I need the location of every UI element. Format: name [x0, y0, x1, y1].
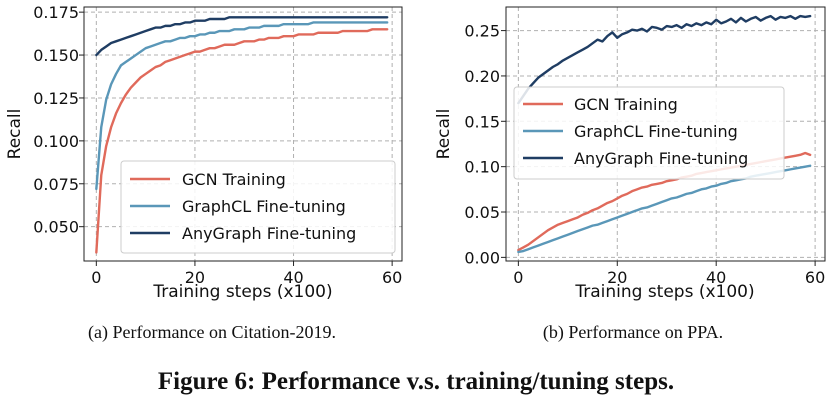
plot-frame-a — [83, 6, 403, 262]
x-ticks-a: 0 20 40 60 — [91, 261, 402, 287]
y-ticks-a: 0.050 0.075 0.100 0.125 0.150 0.175 — [33, 3, 84, 237]
subcaption-a: (a) Performance on Citation-2019. — [88, 322, 336, 343]
x-tick-label-b: 60 — [805, 268, 825, 287]
subcaption-b: (b) Performance on PPA. — [543, 322, 723, 343]
x-tick-label-a: 60 — [382, 268, 402, 287]
x-tick-label-b: 0 — [513, 268, 523, 287]
figure-caption: Figure 6: Performance v.s. training/tuni… — [158, 368, 674, 395]
y-axis-label-a: Recall — [5, 109, 25, 160]
series-line-anygraph-b — [517, 14, 812, 105]
series-lines-a — [95, 16, 389, 254]
legend-label-gcn-a: GCN Training — [182, 170, 286, 189]
legend-a: GCN Training GraphCL Fine-tuning AnyGrap… — [120, 160, 396, 254]
y-tick-label-b: 0.00 — [464, 248, 500, 267]
y-ticks-b: 0.00 0.05 0.10 0.15 0.20 0.25 — [464, 22, 506, 267]
y-tick-label-b: 0.05 — [464, 203, 500, 222]
y-tick-label-a: 0.175 — [33, 3, 79, 22]
x-tick-label-a: 0 — [91, 268, 101, 287]
legend-label-graphcl-b: GraphCL Fine-tuning — [574, 122, 738, 141]
y-tick-label-a: 0.075 — [33, 175, 79, 194]
panel-citation-2019: 0 20 40 60 0.050 0.075 0.100 0.125 0.150 0.175 T… — [5, 3, 403, 343]
y-tick-label-a: 0.125 — [33, 89, 79, 108]
x-tick-label-b: 20 — [607, 268, 627, 287]
x-tick-label-b: 40 — [706, 268, 726, 287]
y-tick-label-b: 0.20 — [464, 67, 500, 86]
legend-label-anygraph-a: AnyGraph Fine-tuning — [182, 224, 356, 243]
legend-box-b — [513, 86, 785, 180]
x-axis-label-b: Training steps (x100) — [574, 282, 754, 302]
x-axis-label-a: Training steps (x100) — [152, 282, 332, 302]
legend-b: GCN Training GraphCL Fine-tuning AnyGrap… — [513, 86, 785, 180]
legend-label-anygraph-b: AnyGraph Fine-tuning — [574, 149, 748, 168]
y-axis-label-b: Recall — [434, 109, 454, 160]
legend-label-graphcl-a: GraphCL Fine-tuning — [182, 197, 346, 216]
legend-box-a — [120, 160, 396, 254]
y-tick-label-a: 0.150 — [33, 46, 79, 65]
series-line-anygraph-a — [95, 16, 389, 57]
y-tick-label-a: 0.100 — [33, 132, 79, 151]
series-line-graphcl-a — [95, 21, 389, 191]
plot-frame-b — [505, 6, 826, 262]
y-tick-label-b: 0.10 — [464, 158, 500, 177]
y-tick-label-b: 0.15 — [464, 112, 500, 131]
series-line-gcn-a — [95, 28, 389, 254]
y-tick-label-a: 0.050 — [33, 218, 79, 237]
panel-ppa: 0 20 40 60 0.00 0.05 0.10 0.15 0.20 0.25 Trainin… — [434, 6, 826, 343]
x-ticks-b: 0 20 40 60 — [513, 261, 825, 287]
y-tick-label-b: 0.25 — [464, 22, 500, 41]
x-tick-label-a: 20 — [185, 268, 205, 287]
legend-label-gcn-b: GCN Training — [574, 95, 678, 114]
x-tick-label-a: 40 — [283, 268, 303, 287]
